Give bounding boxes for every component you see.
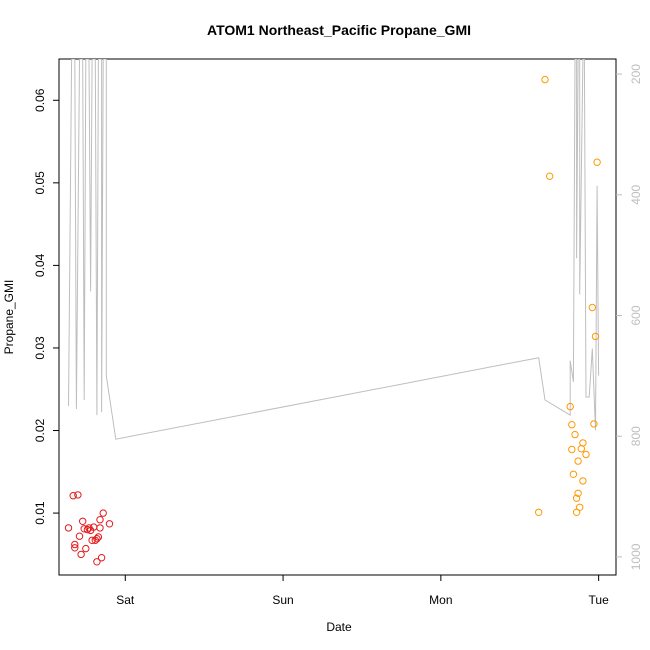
y-axis-right: 200 400 600 800 1000 — [616, 64, 643, 570]
series-2-point — [574, 457, 582, 465]
series-2-point — [576, 503, 584, 511]
y-right-tick-label: 200 — [629, 64, 643, 84]
series-1-point — [96, 516, 104, 524]
y-right-tick-label: 800 — [629, 426, 643, 446]
series-1-point — [93, 558, 101, 566]
series-1-point — [75, 532, 84, 540]
x-tick-label: Mon — [429, 593, 452, 607]
series-1-point — [77, 550, 85, 559]
series-2-point — [574, 489, 582, 497]
series-2-point — [571, 430, 579, 439]
series-2-point — [566, 402, 574, 411]
y-left-tick-label: 0.05 — [33, 171, 47, 195]
series-1-point — [71, 540, 79, 549]
series-1-point — [94, 533, 103, 541]
y-right-tick-label: 400 — [629, 184, 643, 204]
series-2-point — [590, 420, 598, 428]
series-1-point — [105, 520, 114, 528]
x-axis: Sat Sun Mon Tue — [116, 575, 609, 607]
series-2-point — [588, 303, 596, 312]
series-2-point — [572, 494, 581, 502]
series-1-point — [69, 492, 77, 500]
series-2-point — [535, 508, 543, 516]
series-1-point — [74, 491, 82, 499]
x-axis-label: Date — [326, 620, 352, 634]
series-2-point — [579, 477, 587, 485]
y-left-tick-label: 0.01 — [33, 501, 47, 525]
y-axis-left: 0.01 0.02 0.03 0.04 0.05 0.06 — [33, 88, 59, 525]
series-1-point — [93, 535, 101, 543]
series-2-point — [579, 439, 587, 447]
series-1-point — [64, 524, 73, 532]
y-left-tick-label: 0.03 — [33, 336, 47, 360]
series-2-point — [591, 332, 600, 341]
y-left-tick-label: 0.06 — [33, 88, 47, 112]
series-2-point — [568, 421, 576, 429]
series-2-point — [568, 445, 576, 454]
series-1-point — [88, 536, 96, 544]
series-1-point — [99, 509, 107, 517]
pressure-line — [68, 59, 600, 440]
series-2-point — [593, 158, 601, 166]
x-tick-label: Sat — [116, 593, 135, 607]
series-1-point — [79, 517, 87, 525]
y-left-tick-label: 0.04 — [33, 253, 47, 277]
points-layer — [64, 75, 601, 566]
series-1-point — [82, 544, 90, 553]
series-1-point — [96, 524, 104, 532]
series-1-point — [97, 554, 106, 562]
series-2-point — [546, 172, 554, 180]
series-2-point — [541, 75, 549, 84]
pressure-line-layer — [68, 59, 600, 440]
x-tick-label: Sun — [272, 593, 293, 607]
series-2-point — [569, 470, 578, 478]
y-right-tick-label: 600 — [629, 305, 643, 325]
x-tick-label: Tue — [589, 593, 610, 607]
y-right-tick-label: 1000 — [629, 543, 643, 570]
plot-frame — [58, 58, 617, 576]
series-1-point — [83, 525, 92, 534]
series-1-point — [71, 544, 79, 552]
series-2-point — [582, 450, 590, 459]
y-left-tick-label: 0.02 — [33, 419, 47, 443]
y-axis-label: Propane_GMI — [2, 280, 16, 355]
chart-title: ATOM1 Northeast_Pacific Propane_GMI — [207, 22, 471, 38]
